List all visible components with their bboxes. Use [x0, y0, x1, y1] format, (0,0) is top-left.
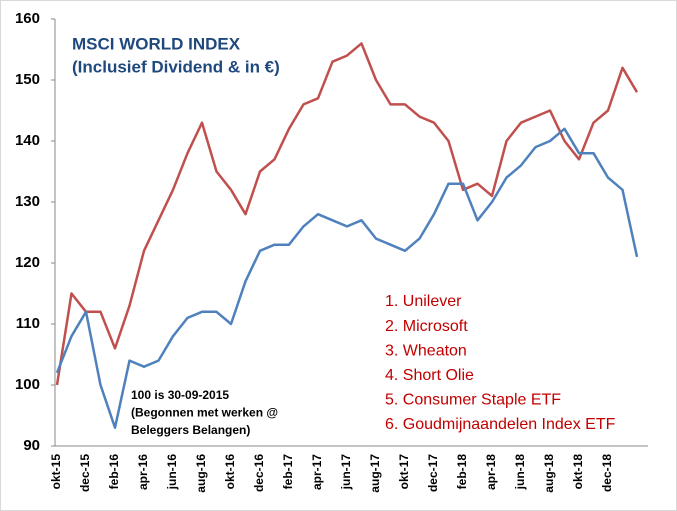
x-tick-label: okt-16 — [223, 454, 237, 490]
x-tick-label: dec-16 — [252, 454, 266, 492]
y-tick-label: 140 — [15, 132, 40, 149]
y-tick-label: 100 — [15, 376, 40, 393]
chart-title: MSCI WORLD INDEX — [72, 34, 241, 53]
series-line — [55, 127, 639, 429]
x-tick-label: jun-17 — [339, 454, 353, 491]
series-line — [55, 42, 639, 386]
x-tick-label: apr-17 — [310, 454, 324, 490]
y-tick-label: 110 — [16, 315, 40, 332]
y-tick-label: 130 — [15, 193, 40, 210]
x-tick-label: aug-17 — [368, 454, 382, 493]
y-tick-label: 160 — [15, 10, 40, 27]
x-tick-label: okt-18 — [571, 454, 585, 490]
legend-annotation: 2. Microsoft — [385, 318, 468, 335]
x-tick-label: okt-15 — [49, 454, 63, 490]
x-tick-label: apr-18 — [484, 454, 498, 490]
x-tick-label: dec-18 — [600, 454, 614, 492]
x-tick-label: feb-17 — [281, 454, 295, 490]
note: Beleggers Belangen) — [131, 423, 250, 437]
x-tick-label: apr-16 — [136, 454, 150, 490]
y-tick-label: 90 — [23, 437, 40, 454]
x-tick-label: feb-18 — [455, 454, 469, 490]
x-tick-label: okt-17 — [397, 454, 411, 490]
legend-annotation: 1. Unilever — [385, 293, 462, 310]
x-tick-label: jun-18 — [513, 454, 527, 491]
x-tick-label: dec-17 — [426, 454, 440, 492]
legend-annotation: 5. Consumer Staple ETF — [385, 392, 561, 409]
y-tick-label: 120 — [15, 254, 40, 271]
x-tick-label: feb-16 — [107, 454, 121, 490]
note: (Begonnen met werken @ — [131, 406, 278, 420]
legend-annotation: 3. Wheaton — [385, 342, 467, 359]
note: 100 is 30-09-2015 — [131, 388, 229, 402]
x-tick-label: aug-16 — [194, 454, 208, 493]
legend-annotation: 6. Goudmijnaandelen Index ETF — [385, 416, 616, 433]
x-tick-label: jun-16 — [165, 454, 179, 491]
x-tick-label: aug-18 — [542, 454, 556, 493]
legend-annotation: 4. Short Olie — [385, 367, 474, 384]
y-tick-label: 150 — [15, 71, 40, 88]
chart-subtitle: (Inclusief Dividend & in €) — [72, 57, 280, 76]
x-tick-label: dec-15 — [78, 454, 92, 492]
